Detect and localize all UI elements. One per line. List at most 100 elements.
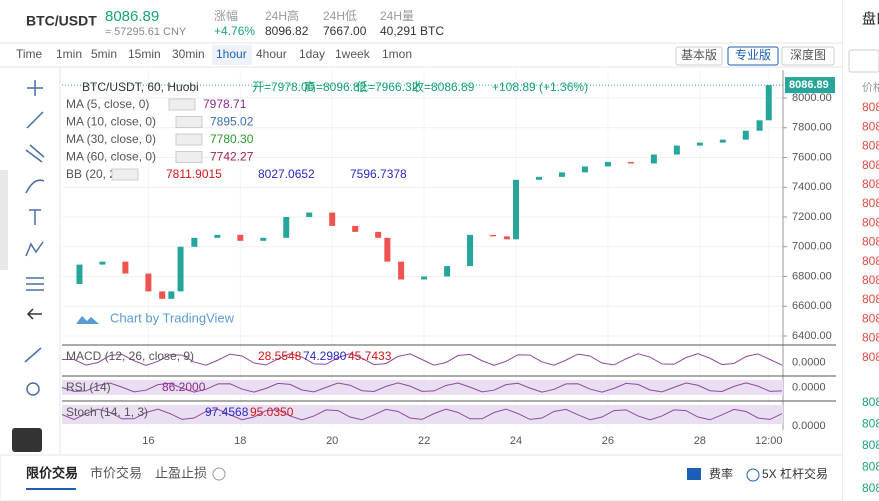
line-tool[interactable] bbox=[26, 111, 44, 129]
stat-value: +4.76% bbox=[214, 24, 255, 38]
interval[interactable]: 15min bbox=[128, 47, 161, 61]
indicator-value: 7742.27 bbox=[210, 150, 254, 164]
y-tick-label: 6600.00 bbox=[792, 300, 832, 312]
measure-tool[interactable] bbox=[26, 277, 44, 291]
interval[interactable]: 1min bbox=[56, 47, 82, 61]
pane-name: Stoch (14, 1, 3) bbox=[66, 405, 148, 419]
interval[interactable]: 1week bbox=[335, 47, 371, 61]
y-tick-label: 6400.00 bbox=[792, 330, 832, 342]
indicator-controls[interactable] bbox=[175, 116, 203, 128]
ask-price: 808 bbox=[862, 292, 879, 306]
legend-ohlc: 开=7978.00 bbox=[252, 80, 315, 94]
cross-tool[interactable] bbox=[27, 80, 43, 96]
indicator-controls[interactable] bbox=[175, 151, 203, 163]
candle bbox=[168, 291, 175, 299]
candle bbox=[558, 172, 565, 177]
side-panel bbox=[843, 0, 879, 501]
ask-price: 808 bbox=[862, 350, 879, 364]
side-button[interactable] bbox=[848, 49, 879, 73]
view-button[interactable] bbox=[675, 46, 723, 66]
fee-icon bbox=[687, 468, 701, 480]
pane-tick: 0.0000 bbox=[792, 356, 826, 368]
indicator-controls[interactable] bbox=[168, 98, 196, 111]
zoom-tool[interactable] bbox=[26, 382, 40, 396]
indicator-controls[interactable] bbox=[175, 133, 203, 146]
ask-price: 808 bbox=[862, 196, 879, 210]
candle bbox=[444, 266, 451, 277]
interval[interactable]: 5min bbox=[91, 47, 117, 61]
pane-value: 97.4568 bbox=[205, 405, 249, 419]
interval[interactable]: 1day bbox=[299, 47, 325, 61]
stat-label: 24H低 bbox=[323, 9, 357, 23]
stat-label: 24H高 bbox=[265, 8, 299, 23]
stat-value: 40,291 BTC bbox=[380, 24, 444, 38]
y-tick-label: 7200.00 bbox=[792, 211, 832, 223]
pane-line bbox=[61, 382, 783, 393]
x-tick-label: 22 bbox=[418, 435, 430, 447]
view-label[interactable]: 深度图 bbox=[790, 47, 826, 62]
candle bbox=[765, 85, 772, 121]
indicator-name: MA (30, close, 0) bbox=[66, 132, 156, 146]
candle bbox=[535, 176, 542, 180]
candle bbox=[99, 261, 106, 265]
indicator-value: 7811.9015 bbox=[166, 167, 222, 181]
ask-price: 808 bbox=[862, 158, 879, 172]
indicator-value: 7596.7378 bbox=[350, 167, 407, 181]
ruler-tool[interactable] bbox=[24, 347, 42, 363]
candle bbox=[398, 261, 405, 280]
view-button[interactable] bbox=[727, 46, 779, 66]
pattern-tool[interactable] bbox=[25, 241, 44, 257]
y-tick-label: 7800.00 bbox=[792, 122, 832, 134]
indicator-controls[interactable] bbox=[111, 168, 139, 181]
indicator-value: 7895.02 bbox=[210, 115, 254, 129]
channel-tool[interactable] bbox=[25, 144, 45, 163]
x-tick-label: 24 bbox=[510, 435, 522, 447]
leverage[interactable]: 5X 杠杆交易 bbox=[762, 466, 828, 481]
stat-label: 涨幅 bbox=[214, 8, 238, 23]
candle bbox=[581, 166, 588, 173]
ask-price: 808 bbox=[862, 331, 879, 345]
candle bbox=[696, 142, 703, 146]
bid-price: 808 bbox=[862, 417, 879, 431]
legend-symbol: BTC/USDT, 60, Huobi bbox=[82, 80, 199, 94]
view-label[interactable]: 专业版 bbox=[735, 47, 771, 62]
candle bbox=[673, 145, 680, 155]
interval[interactable]: 1hour bbox=[216, 47, 247, 61]
candle bbox=[352, 225, 359, 232]
candle bbox=[503, 236, 510, 240]
interval[interactable]: 4hour bbox=[256, 47, 287, 61]
interval[interactable]: 30min bbox=[172, 47, 205, 61]
active-interval bbox=[212, 45, 252, 65]
view-button[interactable] bbox=[781, 46, 835, 66]
candle bbox=[306, 212, 313, 218]
interval[interactable]: 1mon bbox=[382, 47, 412, 61]
tab[interactable]: 止盈止损 bbox=[155, 465, 207, 480]
tool-icons bbox=[24, 80, 45, 396]
candle bbox=[159, 291, 166, 299]
interval[interactable]: Time bbox=[16, 47, 43, 61]
pane-name: RSI (14) bbox=[66, 380, 111, 394]
side-title: 盘口 bbox=[862, 11, 879, 27]
candle bbox=[756, 120, 763, 131]
bid-price: 808 bbox=[862, 438, 879, 452]
candle bbox=[650, 154, 657, 164]
indicator-value: 7780.30 bbox=[210, 132, 254, 146]
legend-ohlc: 高=8096.82 bbox=[304, 79, 367, 94]
ask-price: 808 bbox=[862, 100, 879, 114]
pane-line bbox=[62, 353, 783, 366]
magnet-tool[interactable] bbox=[12, 428, 42, 452]
back-tool[interactable] bbox=[26, 308, 42, 320]
brush-tool[interactable] bbox=[25, 179, 45, 194]
fee[interactable]: 费率 bbox=[709, 466, 733, 481]
tab[interactable]: 市价交易 bbox=[90, 465, 142, 480]
info-icon bbox=[212, 467, 226, 481]
indicator-value: 8027.0652 bbox=[258, 167, 315, 181]
candle bbox=[76, 264, 83, 284]
ask-price: 808 bbox=[862, 119, 879, 133]
bid-price: 808 bbox=[862, 395, 879, 409]
cny-price: ≈ 57295.61 CNY bbox=[105, 26, 187, 38]
text-tool[interactable] bbox=[29, 209, 41, 225]
tab[interactable]: 限价交易 bbox=[26, 465, 78, 480]
view-label[interactable]: 基本版 bbox=[681, 48, 717, 62]
